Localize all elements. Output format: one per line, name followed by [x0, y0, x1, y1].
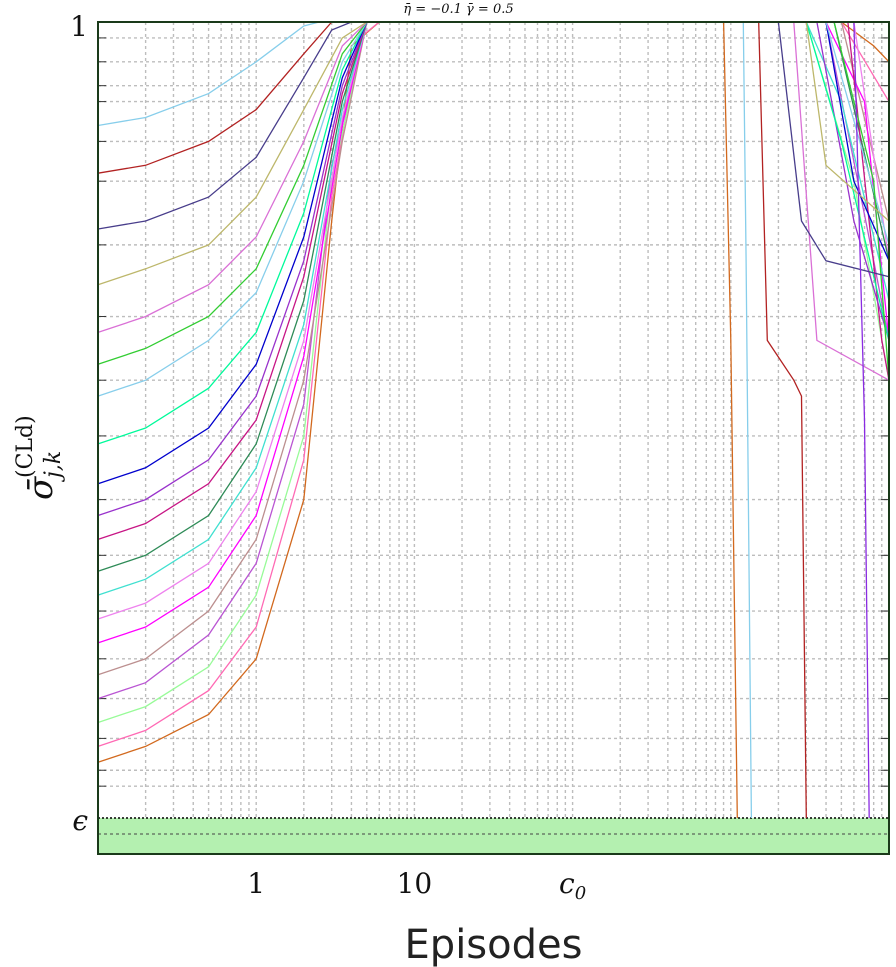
x-axis-label: Episodes	[405, 922, 583, 967]
series-line-9	[97, 21, 890, 572]
x-tick-label: 10	[397, 867, 433, 900]
series-line-17	[97, 21, 890, 286]
series-line-4	[97, 21, 890, 700]
series-line-1	[97, 21, 890, 763]
series-group	[97, 21, 890, 819]
series-line-3	[97, 21, 890, 724]
series-line-18	[97, 21, 890, 278]
series-line-16	[97, 21, 890, 381]
x-ticks: 1 10 c0	[247, 867, 586, 904]
series-line-11	[97, 21, 890, 517]
grid	[97, 22, 889, 854]
series-line-10	[97, 21, 890, 541]
y-axis-label-subscript: j,k	[41, 451, 66, 483]
series-line-7	[97, 21, 890, 620]
series-line-12	[97, 21, 890, 485]
series-line-6	[97, 21, 890, 644]
x-tick-label: c0	[559, 867, 586, 904]
series-line-14	[97, 21, 890, 397]
x-tick-label: 1	[247, 867, 265, 900]
series-line-20	[97, 21, 753, 819]
series-line-5	[97, 21, 890, 676]
y-axis-label-main: σ̄	[21, 476, 61, 500]
y-axis-label-superscript: (CLd)	[13, 415, 38, 478]
series-line-15	[97, 21, 890, 381]
y-ticks: 1ϵ	[70, 10, 88, 837]
plot-frame	[97, 21, 890, 855]
series-line-13	[97, 21, 890, 445]
y-axis-label: σ̄ j,k (CLd)	[13, 415, 66, 500]
y-tick-label: 1	[70, 10, 88, 43]
chart-title: η̄ = −0.1 γ̄ = 0.5	[403, 2, 513, 17]
epsilon-band	[98, 818, 889, 854]
y-tick-label: ϵ	[72, 804, 88, 837]
series-line-2	[97, 21, 890, 748]
